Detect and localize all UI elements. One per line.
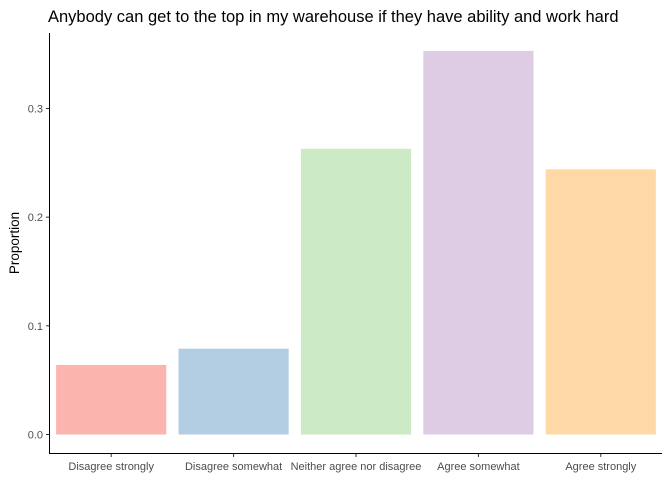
- x-tick-label: Agree strongly: [565, 461, 636, 473]
- y-axis-title: Proportion: [7, 212, 22, 274]
- y-tick-label: 0.2: [28, 212, 43, 224]
- chart-title: Anybody can get to the top in my warehou…: [48, 8, 619, 26]
- bar-1: [56, 364, 167, 435]
- y-tick-label: 0.3: [28, 104, 43, 116]
- bar-5: [545, 169, 656, 435]
- bars-group: [56, 50, 656, 435]
- x-axis-ticks: Disagree strongly Disagree somewhat Neithe…: [68, 453, 637, 473]
- x-tick-label: Disagree somewhat: [185, 461, 282, 473]
- x-tick-label: Neither agree nor disagree: [291, 461, 422, 473]
- y-axis-ticks: 0.0 0.1 0.2 0.3: [28, 104, 50, 442]
- y-tick-label: 0.0: [28, 430, 43, 442]
- y-tick-label: 0.1: [28, 321, 43, 333]
- bar-3: [300, 148, 412, 435]
- bar-2: [178, 348, 289, 435]
- x-tick-label: Agree somewhat: [437, 461, 520, 473]
- x-tick-label: Disagree strongly: [68, 461, 154, 473]
- bar-4: [423, 50, 534, 435]
